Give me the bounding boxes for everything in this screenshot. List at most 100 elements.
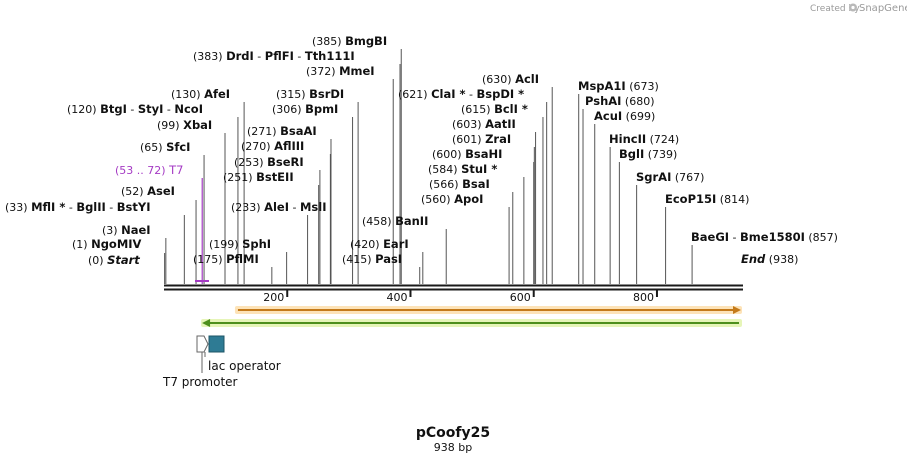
site-label-bsteii: (251) BstEII [223, 170, 294, 184]
site-label-xbai: (99) XbaI [157, 118, 212, 132]
site-acui[interactable]: AcuI (699) [594, 109, 655, 123]
site-sphi[interactable]: (199) SphI [209, 237, 271, 251]
site-btgi[interactable]: (120) BtgI - StyI - NcoI [67, 102, 203, 116]
site-label-drdi: (383) DrdI - PflFI - Tth111I [193, 49, 355, 63]
site-bseri[interactable]: (253) BseRI [234, 155, 304, 169]
site-afliii[interactable]: (270) AflIII [241, 139, 304, 153]
site-banii[interactable]: (458) BanII [362, 214, 428, 228]
site-label-zrai: (601) ZraI [452, 132, 511, 146]
feature-orange-arrow[interactable] [234, 306, 742, 314]
site-position: (560) [421, 193, 454, 206]
enzyme-name: Start [107, 253, 140, 267]
site-label-naei: (3) NaeI [102, 223, 151, 237]
site-naei[interactable]: (3) NaeI [102, 223, 151, 237]
site-bsrdi[interactable]: (315) BsrDI [276, 87, 344, 101]
site-alei[interactable]: (233) AleI - MslI [231, 200, 326, 214]
site-stui[interactable]: (584) StuI * [428, 162, 497, 176]
site-bcli[interactable]: (615) BclI * [461, 102, 528, 116]
site-position: (857) [805, 231, 838, 244]
t7-promoter-feature[interactable]: T7 promoter [162, 335, 238, 389]
site-bsai[interactable]: (566) BsaI [429, 177, 490, 191]
site-position: (372) [306, 65, 339, 78]
cut-site-lines [164, 49, 693, 284]
site-label-bmgbi: (385) BmgBI [312, 34, 387, 48]
site-position: (52) [121, 185, 147, 198]
site-label-bpmi: (306) BpmI [272, 102, 338, 116]
enzyme-name: BsaI [462, 177, 490, 191]
site-drdi[interactable]: (383) DrdI - PflFI - Tth111I [193, 49, 355, 63]
site-bsteii[interactable]: (251) BstEII [223, 170, 294, 184]
site-bsahi[interactable]: (600) BsaHI [432, 147, 502, 161]
site-start[interactable]: (0) Start [88, 253, 140, 267]
site-ngomiv[interactable]: (1) NgoMIV [72, 237, 142, 251]
site-position: (615) [461, 103, 494, 116]
lac-operator-feature[interactable]: lac operator [204, 335, 281, 373]
enzyme-name: PflMI [226, 252, 259, 266]
site-mfli[interactable]: (33) MflI * - BglII - BstYI [5, 200, 151, 214]
site-xbai[interactable]: (99) XbaI [157, 118, 212, 132]
enzyme-name: PflFI [265, 49, 294, 63]
site-baegi[interactable]: BaeGI - Bme1580I (857) [691, 230, 838, 244]
site-position: (415) [342, 253, 375, 266]
site-apoi[interactable]: (560) ApoI [421, 192, 483, 206]
site-position: (253) [234, 156, 267, 169]
site-label-acli: (630) AclI [482, 72, 539, 86]
site-sgrai[interactable]: SgrAI (767) [636, 170, 704, 184]
enzyme-name: AatII [485, 117, 516, 131]
site-label-aatii: (603) AatII [452, 117, 516, 131]
lac-operator-label: lac operator [208, 359, 281, 373]
site-ecop15i[interactable]: EcoP15I (814) [665, 192, 749, 206]
enzyme-name: BpmI [305, 102, 338, 116]
site-label-alei: (233) AleI - MslI [231, 200, 326, 214]
site-position: (175) [193, 253, 226, 266]
site-end[interactable]: End (938) [741, 252, 798, 266]
site-label-apoi: (560) ApoI [421, 192, 483, 206]
site-bpmi[interactable]: (306) BpmI [272, 102, 338, 116]
enzyme-name: HincII [609, 132, 646, 146]
site-label-mspa1i: MspA1I (673) [578, 79, 659, 93]
site-position: (233) [231, 201, 264, 214]
enzyme-name: BmgBI [345, 34, 387, 48]
site-pasi[interactable]: (415) PasI [342, 252, 402, 266]
site-pflmi[interactable]: (175) PflMI [193, 252, 259, 266]
enzyme-name: BsrDI [309, 87, 344, 101]
site-label-pasi: (415) PasI [342, 252, 402, 266]
enzyme-name: NcoI [174, 102, 203, 116]
enzyme-name: PasI [375, 252, 402, 266]
site-pshai[interactable]: PshAI (680) [585, 94, 655, 108]
site-label-asei: (52) AseI [121, 184, 175, 198]
enzyme-name: BanII [395, 214, 428, 228]
site-aatii[interactable]: (603) AatII [452, 117, 516, 131]
site-bgli[interactable]: BglI (739) [619, 147, 677, 161]
site-label-bsrdi: (315) BsrDI [276, 87, 344, 101]
site-clai[interactable]: (621) ClaI * - BspDI * [398, 87, 524, 101]
site-mspa1i[interactable]: MspA1I (673) [578, 79, 659, 93]
site-label-stui: (584) StuI * [428, 162, 497, 176]
site-mmei[interactable]: (372) MmeI [306, 64, 375, 78]
enzyme-name: BstEII [256, 170, 294, 184]
feature-arrowhead [733, 306, 741, 314]
site-bmgbi[interactable]: (385) BmgBI [312, 34, 387, 48]
site-position: (33) [5, 201, 31, 214]
site-label-bsai: (566) BsaI [429, 177, 490, 191]
site-asei[interactable]: (52) AseI [121, 184, 175, 198]
site-acli[interactable]: (630) AclI [482, 72, 539, 86]
enzyme-name: StyI [138, 102, 164, 116]
enzyme-name: DrdI [226, 49, 254, 63]
site-label-pshai: PshAI (680) [585, 94, 655, 108]
site-zrai[interactable]: (601) ZraI [452, 132, 511, 146]
site-t7[interactable]: (53 .. 72) T7 [115, 163, 183, 177]
site-label-mmei: (372) MmeI [306, 64, 375, 78]
enzyme-name: MspA1I [578, 79, 626, 93]
enzyme-name: BaeGI [691, 230, 729, 244]
site-sfci[interactable]: (65) SfcI [140, 140, 190, 154]
site-afei[interactable]: (130) AfeI [171, 87, 230, 101]
enzyme-name: SphI [242, 237, 271, 251]
site-hincii[interactable]: HincII (724) [609, 132, 679, 146]
sequence-backbone [164, 284, 743, 291]
enzyme-name: AleI [264, 200, 289, 214]
site-bsaai[interactable]: (271) BsaAI [247, 124, 317, 138]
enzyme-name: End [741, 252, 766, 266]
feature-green-arrow[interactable] [201, 319, 743, 327]
site-eari[interactable]: (420) EarI [350, 237, 409, 251]
